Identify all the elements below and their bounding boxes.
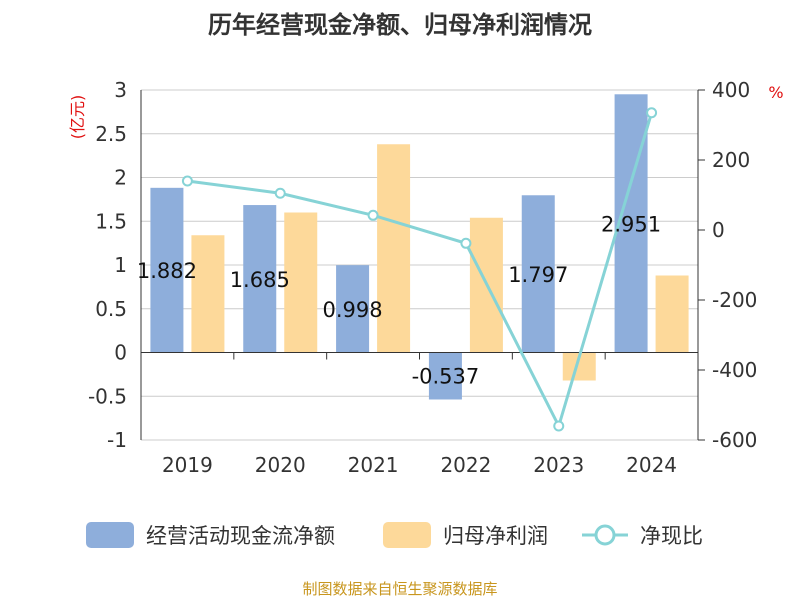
legend-item-net-profit[interactable]: 归母净利润 (383, 522, 548, 548)
legend-item-cashflow[interactable]: 经营活动现金流净额 (86, 522, 335, 548)
data-label-cashflow-2020: 1.685 (230, 268, 290, 292)
gridlines (141, 89, 698, 441)
y-left-tick-label: 3 (114, 78, 127, 102)
x-tick-label-2022: 2022 (440, 453, 491, 477)
y-left-tick-label: 1.5 (95, 209, 127, 233)
y-right-tick-label: 400 (712, 78, 750, 102)
y-right-tick-label: 0 (712, 218, 725, 242)
legend-swatch-cashflow (86, 522, 134, 548)
x-tick-label-2024: 2024 (626, 453, 677, 477)
bar-net-profit-2020 (284, 212, 318, 353)
y-left-tick-label: -1 (107, 428, 127, 452)
data-label-cashflow-2023: 1.797 (508, 263, 568, 287)
y-left-tick-label: 2.5 (95, 122, 127, 146)
point-ratio-2021 (367, 209, 379, 221)
y-left-tick-label: 0.5 (95, 297, 127, 321)
legend-item-ratio[interactable]: 净现比 (582, 524, 703, 548)
bar-cashflow-2019 (150, 187, 184, 353)
bar-cashflow-2022 (428, 352, 462, 400)
bar-cashflow-2023 (521, 195, 555, 353)
point-ratio-2020 (274, 187, 286, 199)
line-layer (181, 107, 658, 432)
axes: 3 2.5 2 1.5 1 0.5 0 -0.5 -1 400 200 0 -200 -400 -600 20… (88, 78, 757, 477)
x-tick-label-2023: 2023 (533, 453, 584, 477)
legend-swatch-net-profit (383, 522, 431, 548)
legend: 经营活动现金流净额 归母净利润 净现比 (86, 522, 703, 548)
bar-net-profit-2019 (191, 235, 225, 353)
data-label-cashflow-2021: 0.998 (323, 298, 383, 322)
point-ratio-2023 (553, 420, 565, 432)
x-tick-label-2019: 2019 (162, 453, 213, 477)
y-left-tick-label: 1 (114, 253, 127, 277)
data-labels: 1.882 1.685 0.998 -0.537 1.797 2.951 (137, 212, 661, 388)
data-label-cashflow-2024: 2.951 (601, 212, 661, 236)
bar-net-profit-2021 (377, 144, 411, 353)
chart-title: 历年经营现金净额、归母净利润情况 (208, 11, 592, 39)
point-ratio-2024 (646, 107, 658, 119)
x-tick-label-2020: 2020 (255, 453, 306, 477)
point-ratio-2019 (181, 175, 193, 187)
x-tick-label-2021: 2021 (348, 453, 399, 477)
bar-cashflow-2021 (336, 265, 370, 353)
y-left-tick-label: -0.5 (88, 384, 127, 408)
y-right-tick-label: -600 (712, 428, 757, 452)
point-ratio-2022 (460, 237, 472, 249)
legend-marker-ratio (594, 524, 616, 546)
legend-label-net-profit: 归母净利润 (443, 524, 548, 548)
bar-net-profit-2024 (655, 275, 689, 353)
y-left-tick-label: 0 (114, 341, 127, 365)
left-axis-unit: (亿元) (68, 95, 87, 140)
y-right-tick-label: 200 (712, 148, 750, 172)
y-right-tick-label: -400 (712, 358, 757, 382)
data-label-cashflow-2022: -0.537 (412, 364, 480, 388)
y-right-tick-label: -200 (712, 288, 757, 312)
legend-label-ratio: 净现比 (640, 524, 703, 548)
legend-label-cashflow: 经营活动现金流净额 (146, 524, 335, 548)
line-ratio (187, 112, 654, 431)
bar-layer (150, 94, 689, 400)
y-left-tick-label: 2 (114, 166, 127, 190)
data-label-cashflow-2019: 1.882 (137, 259, 197, 283)
right-axis-unit: % (768, 83, 783, 102)
source-note: 制图数据来自恒生聚源数据库 (302, 580, 497, 598)
bar-cashflow-2020 (243, 205, 277, 353)
